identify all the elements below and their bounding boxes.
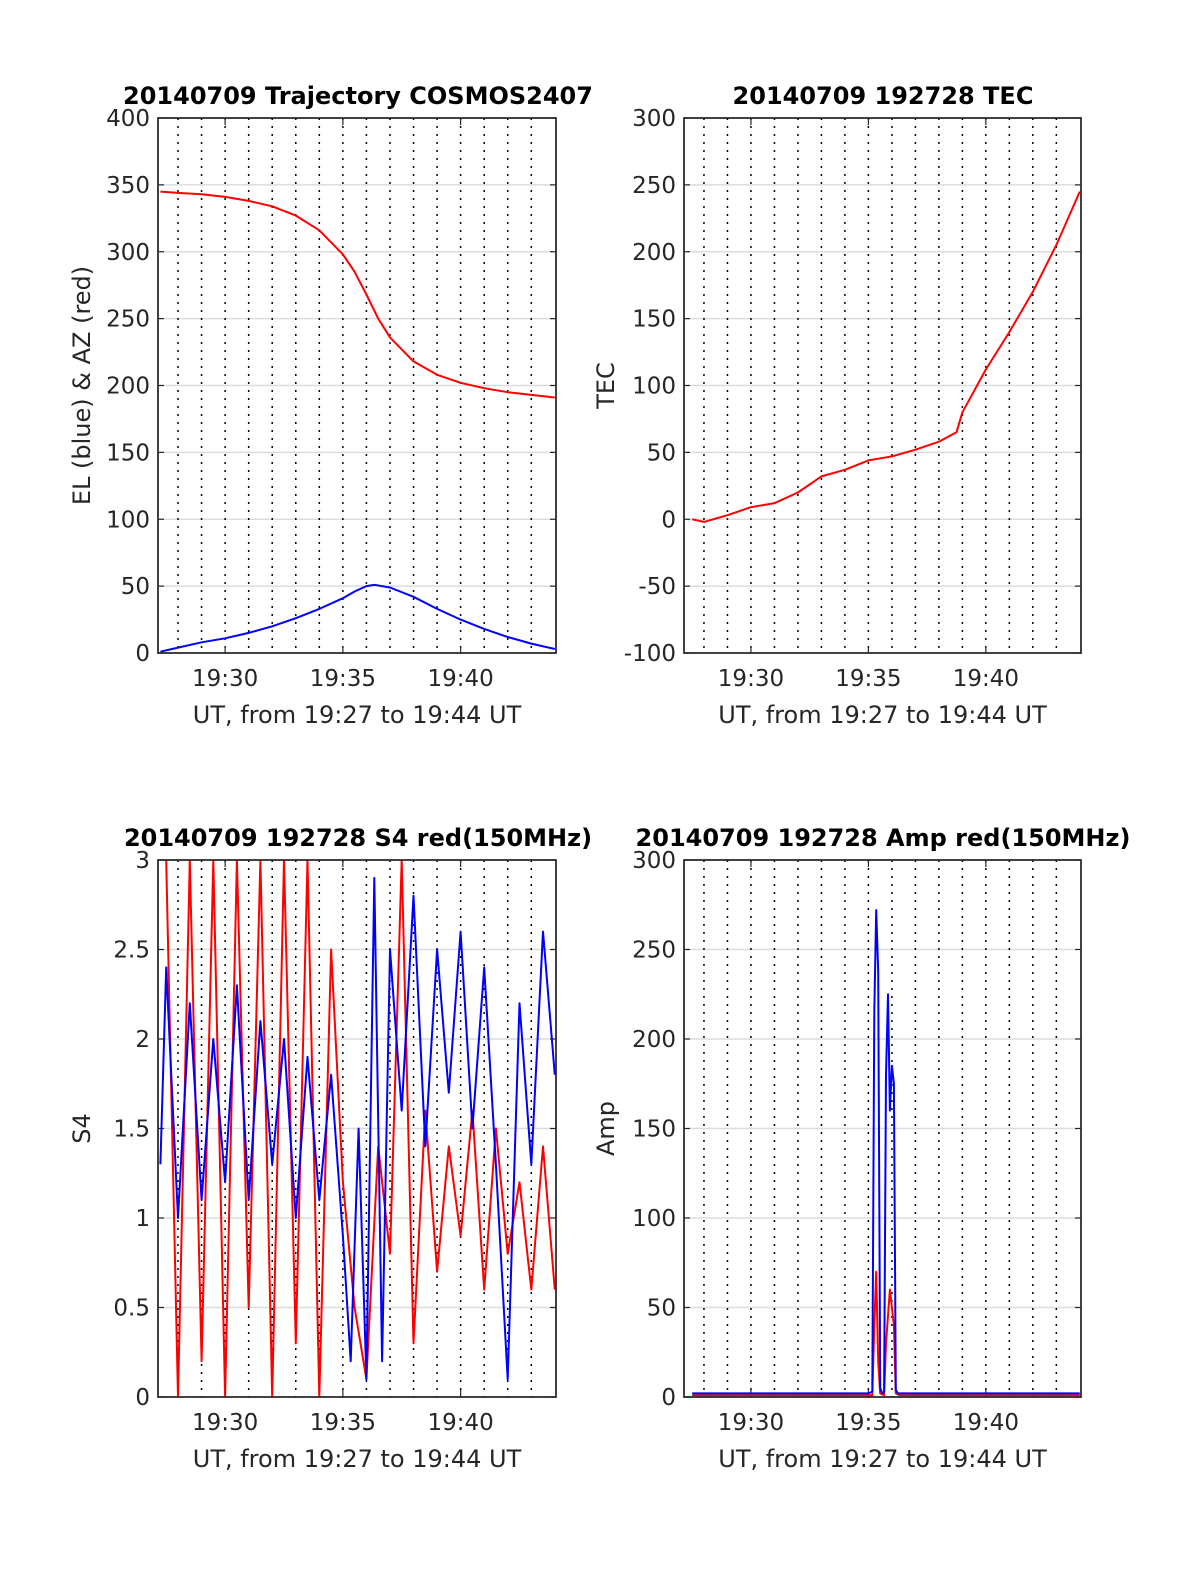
x-tick-label: 19:40	[427, 1410, 493, 1436]
plot-frame	[157, 859, 557, 1398]
x-tick-label: 19:30	[718, 1410, 784, 1436]
y-tick-label: 0	[661, 507, 676, 533]
y-tick-label: 200	[632, 240, 676, 266]
x-tick-label: 19:40	[427, 666, 493, 692]
x-tick-label: 19:35	[835, 1410, 901, 1436]
x-axis-label: UT, from 19:27 to 19:44 UT	[193, 1445, 522, 1473]
series-line-1	[692, 1270, 1080, 1397]
y-tick-label: 300	[632, 106, 676, 132]
y-tick-label: 50	[647, 440, 676, 466]
y-tick-label: 0	[135, 641, 150, 667]
y-tick-label: 250	[106, 307, 150, 333]
y-tick-label: 1.5	[113, 1117, 150, 1143]
x-axis-label: UT, from 19:27 to 19:44 UT	[718, 1445, 1047, 1473]
chart-panel-4: 0 50 100 150 200 250 300 19:30 19:35 19:40 2014070…	[592, 824, 1130, 1473]
y-tick-label: 1	[135, 1206, 150, 1232]
y-tick-label: 250	[632, 938, 676, 964]
y-axis-label: TEC	[592, 362, 620, 410]
y-tick-label: 100	[632, 1206, 676, 1232]
plot-frame	[157, 117, 557, 654]
chart-panel-1: 0 50 100 150 200 250 300 350 400 19:30 19:35 19:40 2…	[68, 82, 593, 729]
chart-panel-3: 0 0.5 1 1.5 2 2.5 3 19:30 19:35 19:40 20140709 192…	[68, 824, 592, 1473]
series-line-2	[160, 583, 556, 653]
y-tick-label: 50	[121, 574, 150, 600]
chart-panel-2: -100 -50 0 50 100 150 200 250 300 19:30 19:35 19:40…	[592, 82, 1082, 729]
y-tick-label: 150	[632, 307, 676, 333]
y-tick-label: 200	[106, 374, 150, 400]
y-tick-label: 0.5	[113, 1296, 150, 1322]
y-tick-label: -50	[638, 574, 676, 600]
series-line-1	[160, 190, 555, 399]
x-axis-label: UT, from 19:27 to 19:44 UT	[193, 701, 522, 729]
x-tick-label: 19:40	[953, 1410, 1019, 1436]
y-tick-label: 3	[135, 848, 150, 874]
x-tick-label: 19:30	[192, 1410, 258, 1436]
plot-frame	[683, 117, 1082, 654]
y-tick-label: 0	[135, 1385, 150, 1411]
chart-title: 20140709 192728 TEC	[733, 82, 1034, 110]
y-tick-label: 400	[106, 106, 150, 132]
y-tick-label: -100	[624, 641, 676, 667]
y-tick-label: 300	[106, 240, 150, 266]
x-tick-label: 19:35	[835, 666, 901, 692]
series-line-2	[159, 876, 556, 1381]
y-tick-label: 2	[135, 1027, 150, 1053]
chart-title: 20140709 192728 Amp red(150MHz)	[636, 824, 1131, 852]
y-axis-label: S4	[68, 1113, 96, 1144]
series-line-2	[692, 909, 1080, 1395]
y-tick-label: 100	[106, 507, 150, 533]
y-tick-label: 300	[632, 848, 676, 874]
chart-title: 20140709 192728 S4 red(150MHz)	[124, 824, 592, 852]
x-tick-label: 19:40	[953, 666, 1019, 692]
x-tick-label: 19:35	[310, 666, 376, 692]
x-tick-label: 19:30	[192, 666, 258, 692]
plot-frame	[683, 859, 1082, 1398]
x-tick-label: 19:30	[718, 666, 784, 692]
y-tick-label: 2.5	[113, 938, 150, 964]
x-tick-label: 19:35	[310, 1410, 376, 1436]
y-axis-label: Amp	[592, 1101, 620, 1156]
series-line-1	[165, 860, 556, 1397]
y-tick-label: 150	[106, 440, 150, 466]
y-tick-label: 200	[632, 1027, 676, 1053]
series-line-1	[691, 191, 1081, 523]
y-tick-label: 50	[647, 1296, 676, 1322]
y-tick-label: 350	[106, 173, 150, 199]
y-tick-label: 0	[661, 1385, 676, 1411]
x-axis-label: UT, from 19:27 to 19:44 UT	[718, 701, 1047, 729]
chart-title: 20140709 Trajectory COSMOS2407	[123, 82, 593, 110]
y-axis-label: EL (blue) & AZ (red)	[68, 266, 96, 505]
y-tick-label: 100	[632, 374, 676, 400]
y-tick-label: 250	[632, 173, 676, 199]
y-tick-label: 150	[632, 1117, 676, 1143]
